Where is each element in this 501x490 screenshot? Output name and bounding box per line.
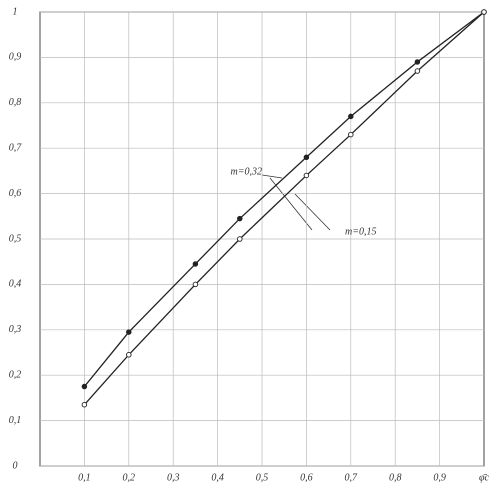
y-tick-label: 1 (13, 6, 18, 17)
data-point (303, 154, 310, 161)
data-point (481, 9, 487, 15)
data-point (126, 352, 132, 358)
y-tick-label: 0,7 (9, 142, 23, 153)
x-tick-label: 0,7 (345, 472, 359, 483)
data-point (81, 383, 88, 390)
data-point (237, 236, 243, 242)
data-point (192, 261, 199, 267)
x-tick-label: 0,6 (300, 472, 313, 483)
series-label: m=0,15 (345, 226, 376, 237)
x-tick-label: 0,4 (211, 472, 224, 483)
data-point (237, 215, 243, 222)
series-label: m=0,32 (231, 166, 262, 177)
series-line (83, 11, 485, 406)
data-point (303, 172, 310, 179)
y-tick-label: 0 (13, 460, 18, 471)
y-tick-label: 0,3 (9, 324, 22, 335)
x-tick-label: 0,5 (256, 472, 269, 483)
x-tick-label: 0,9 (433, 472, 446, 483)
annotation-leader (269, 177, 313, 231)
data-point (192, 281, 199, 288)
data-point (348, 131, 354, 138)
y-tick-label: 0,5 (9, 233, 22, 244)
y-tick-label: 0,9 (9, 52, 22, 63)
x-tick-label: 0,8 (389, 472, 402, 483)
annotation-leader (261, 174, 283, 179)
data-point (414, 68, 421, 74)
annotation-leader (294, 193, 331, 231)
data-point (414, 59, 421, 65)
x-tick-label: 0,2 (123, 472, 136, 483)
x-axis-label: φ̄c (479, 472, 490, 483)
x-tick-label: 0,3 (167, 472, 180, 483)
data-point (126, 329, 132, 335)
y-tick-label: 0,1 (9, 415, 22, 426)
y-tick-label: 0,8 (9, 97, 22, 108)
data-point (81, 401, 88, 408)
y-tick-label: 0,2 (9, 369, 22, 380)
y-tick-label: 0,4 (9, 279, 22, 290)
data-point (348, 113, 354, 120)
x-tick-label: 0,1 (78, 472, 91, 483)
y-tick-label: 0,6 (9, 188, 22, 199)
series-line (83, 11, 485, 387)
